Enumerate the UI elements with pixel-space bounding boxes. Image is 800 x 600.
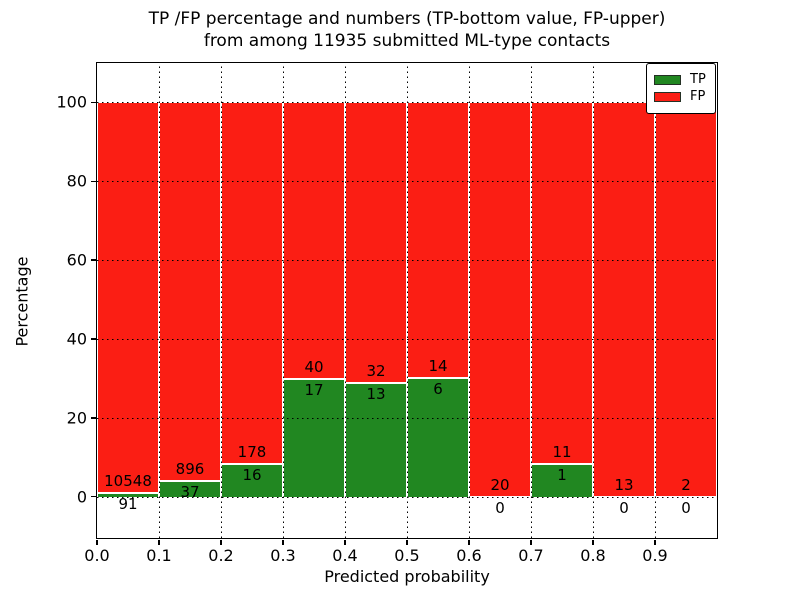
x-axis-label: Predicted probability [324, 567, 490, 586]
tp-legend-label: TP [690, 72, 706, 87]
y-axis-label: Percentage [12, 256, 32, 347]
x-tick-label: 0.4 [332, 546, 358, 565]
tp-count-label: 6 [433, 380, 443, 399]
y-tick-label: 20 [66, 408, 87, 428]
tp-bar [283, 379, 345, 497]
fp-bar [407, 102, 469, 379]
x-gridline [345, 63, 346, 538]
legend-entry-fp: FP [654, 90, 706, 104]
x-tick [406, 539, 408, 545]
fp-bar [531, 102, 593, 464]
fp-count-label: 11 [552, 442, 572, 461]
plot-area: 10548 91 896 37 178 16 40 17 32 13 14 6 20 0 11 1 13 0 2 0 [96, 62, 718, 539]
x-tick [654, 539, 656, 545]
fp-count-label: 10548 [104, 472, 152, 491]
annotations-layer: 10548 91 896 37 178 16 40 17 32 13 14 6 20 0 11 1 13 0 2 0 [97, 63, 717, 538]
x-tick [220, 539, 222, 545]
tp-legend-swatch [654, 75, 681, 85]
x-gridline [159, 63, 160, 538]
x-tick [344, 539, 346, 545]
x-tick-label: 0.2 [208, 546, 234, 565]
grid-layer [97, 63, 717, 538]
y-tick [90, 495, 96, 498]
y-tick-label: 60 [66, 250, 87, 270]
fp-count-label: 40 [304, 358, 324, 377]
fp-bar [469, 102, 531, 497]
x-gridline [469, 63, 470, 538]
x-tick [158, 539, 160, 545]
tp-count-label: 17 [304, 381, 324, 400]
fp-count-label: 178 [237, 443, 267, 462]
x-tick [530, 539, 532, 545]
fp-bar [283, 102, 345, 380]
y-tick [90, 180, 96, 182]
y-tick-label: 40 [66, 329, 87, 349]
x-tick-label: 0.1 [146, 546, 172, 565]
fp-count-label: 20 [490, 475, 510, 494]
y-tick-label: 100 [56, 92, 87, 112]
fp-count-label: 13 [614, 475, 634, 494]
x-gridline [221, 63, 222, 538]
x-tick-label: 0.3 [270, 546, 296, 565]
chart-title-line2: from among 11935 submitted ML-type conta… [203, 31, 611, 51]
legend: TP FP [646, 63, 716, 114]
x-tick [282, 539, 284, 545]
tp-bar [531, 463, 593, 497]
y-tick-label: 0 [76, 487, 87, 507]
x-tick-label: 0.9 [642, 546, 668, 565]
fp-bar [593, 102, 655, 497]
bars-layer [97, 63, 717, 538]
x-tick-label: 0.5 [394, 546, 420, 565]
tp-count-label: 91 [118, 495, 138, 514]
x-gridline [283, 63, 284, 538]
tp-bar [221, 464, 283, 497]
tp-count-label: 0 [619, 498, 629, 517]
fp-bar [97, 102, 159, 494]
tp-count-label: 37 [180, 482, 200, 501]
fp-count-label: 896 [175, 459, 205, 478]
y-tick [90, 338, 96, 340]
fp-count-label: 2 [681, 475, 691, 494]
tp-count-label: 0 [681, 498, 691, 517]
x-tick [96, 539, 98, 545]
x-tick [468, 539, 470, 545]
chart-title-line1: TP /FP percentage and numbers (TP-bottom… [148, 9, 666, 29]
chart-title: TP /FP percentage and numbers (TP-bottom… [96, 8, 718, 52]
tp-count-label: 1 [557, 465, 567, 484]
tp-bar [97, 493, 159, 497]
fp-legend-swatch [654, 92, 681, 102]
legend-entry-tp: TP [654, 73, 706, 87]
y-tick [90, 259, 96, 261]
x-gridline [531, 63, 532, 538]
fp-bar [221, 102, 283, 465]
fp-bar [655, 102, 717, 497]
tp-count-label: 0 [495, 498, 505, 517]
y-tick [90, 101, 96, 104]
fp-legend-label: FP [690, 89, 706, 104]
y-tick-label: 80 [66, 171, 87, 191]
x-tick-label: 0.8 [580, 546, 606, 565]
x-gridline [407, 63, 408, 538]
tp-count-label: 13 [366, 384, 386, 403]
x-tick-label: 0.7 [518, 546, 544, 565]
x-gridline [655, 63, 656, 538]
tp-count-label: 16 [242, 466, 262, 485]
fp-count-label: 32 [366, 361, 386, 380]
x-tick-label: 0.0 [84, 546, 110, 565]
x-tick-label: 0.6 [456, 546, 482, 565]
tp-bar [345, 382, 407, 497]
x-gridline [593, 63, 594, 538]
x-tick [592, 539, 594, 545]
fp-count-label: 14 [428, 357, 448, 376]
y-tick [90, 417, 96, 419]
